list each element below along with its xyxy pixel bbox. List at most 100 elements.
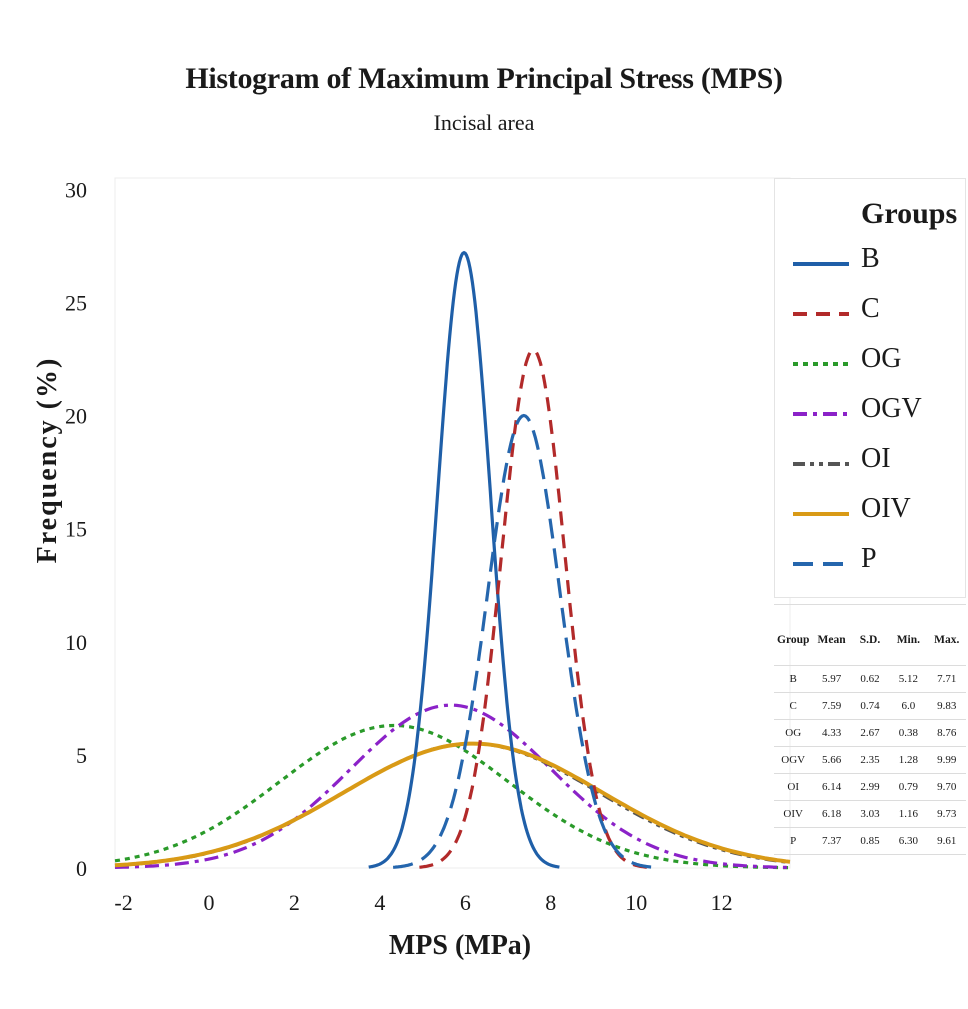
table-cell: 0.74 [850,692,890,720]
table-cell: 0.85 [850,827,890,855]
table-cell: 0.62 [850,665,890,693]
x-tick-label: 2 [289,890,300,915]
table-cell: OIV [774,800,813,828]
table-cell: 1.16 [889,800,928,828]
y-tick-label: 25 [65,290,87,315]
table-cell: OI [774,773,813,801]
y-axis-label: Frequency (%) [18,357,78,564]
table-cell: 9.99 [927,746,966,774]
series-curves [114,250,791,870]
y-tick-label: 15 [65,517,87,542]
y-axis-label-text: Frequency (%) [32,356,63,564]
chart-subtitle: Incisal area [433,110,535,135]
series-line-c [419,348,648,869]
chart-title: Histogram of Maximum Principal Stress (M… [185,62,783,95]
table-cell: 7.71 [927,665,966,693]
legend-label: OG [861,343,902,374]
table-cell: 6.14 [812,773,851,801]
table-cell: 3.03 [850,800,890,828]
legend-item-c: C [791,291,961,339]
stats-header-cell: S.D. [850,605,890,666]
legend-swatch [793,412,849,416]
plot-frame [114,177,791,869]
table-cell: 2.99 [850,773,890,801]
stats-header-cell: Mean [812,605,851,666]
legend-item-p: P [791,541,961,589]
x-tick-label: 12 [711,890,733,915]
table-cell: 9.73 [927,800,966,828]
table-cell: 8.76 [927,719,966,747]
legend-label: C [861,293,880,324]
table-cell: 9.83 [927,692,966,720]
stats-table: Group Mean S.D. Min. Max. B 5.97 0.62 5.12 7.71 C… [774,604,966,855]
table-cell: 6.30 [889,827,928,855]
stats-header-cell: Min. [889,605,928,666]
table-row: C 7.59 0.74 6.0 9.83 [774,692,966,720]
stats-header-cell: Max. [927,605,966,666]
y-axis-ticks: 0 5 10 15 20 25 30 [65,177,87,881]
legend-swatch [793,262,849,266]
x-tick-label: 4 [374,890,385,915]
y-tick-label: 0 [76,856,87,881]
table-cell: 5.97 [812,665,851,693]
table-row: P 7.37 0.85 6.30 9.61 [774,827,966,855]
legend-item-oiv: OIV [791,491,961,539]
table-cell: 9.70 [927,773,966,801]
table-cell: B [774,665,813,693]
series-line-oiv [114,741,791,868]
legend-swatch [793,312,849,316]
table-row: OGV 5.66 2.35 1.28 9.99 [774,746,966,774]
y-tick-label: 30 [65,177,87,202]
table-cell: 9.61 [927,827,966,855]
table-cell: 7.59 [812,692,851,720]
series-line-p [393,413,655,869]
table-cell: 6.0 [889,692,928,720]
legend-item-oi: OI [791,441,961,489]
legend-swatch [793,462,849,466]
table-cell: 5.66 [812,746,851,774]
table-cell: 2.67 [850,719,890,747]
table-cell: 4.33 [812,719,851,747]
legend-item-og: OG [791,341,961,389]
x-tick-label: 0 [203,890,214,915]
x-axis-ticks: -2 0 2 4 6 8 10 12 [114,890,732,915]
table-cell: 2.35 [850,746,890,774]
x-tick-label: 10 [625,890,647,915]
table-row: OI 6.14 2.99 0.79 9.70 [774,773,966,801]
legend-label: B [861,243,880,274]
table-cell: 0.79 [889,773,928,801]
y-tick-label: 20 [65,404,87,429]
x-tick-label: -2 [114,890,132,915]
table-cell: 6.18 [812,800,851,828]
table-cell: P [774,827,813,855]
legend-label: OIV [861,493,911,524]
x-tick-label: 6 [460,890,471,915]
legend-title: Groups [861,197,958,230]
y-tick-label: 10 [65,630,87,655]
table-row: OIV 6.18 3.03 1.16 9.73 [774,800,966,828]
table-cell: 0.38 [889,719,928,747]
table-row: B 5.97 0.62 5.12 7.71 [774,665,966,693]
stats-header-row: Group Mean S.D. Min. Max. [774,605,966,666]
legend-label: OI [861,443,891,474]
legend: Groups B C OG OGV OI OIV P [774,178,966,598]
x-axis-label: MPS (MPa) [388,930,532,961]
legend-swatch [793,362,849,366]
series-line-ogv [114,703,791,870]
x-tick-label: 8 [545,890,556,915]
table-cell: OG [774,719,813,747]
table-cell: 1.28 [889,746,928,774]
legend-label: OGV [861,393,922,424]
legend-swatch [793,512,849,516]
series-line-b [368,250,560,869]
legend-label: P [861,543,877,574]
table-cell: OGV [774,746,813,774]
table-cell: C [774,692,813,720]
stats-header-cell: Group [774,605,813,666]
table-cell: 7.37 [812,827,851,855]
series-line-og [114,723,791,870]
y-tick-label: 5 [76,743,87,768]
table-cell: 5.12 [889,665,928,693]
table-row: OG 4.33 2.67 0.38 8.76 [774,719,966,747]
